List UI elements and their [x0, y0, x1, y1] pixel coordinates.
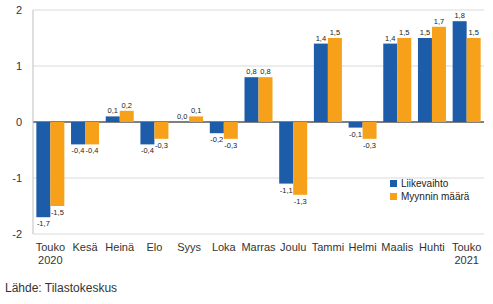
data-label: 1,7: [434, 17, 444, 26]
data-label: 1,4: [316, 34, 326, 43]
x-tick-label: Syys: [177, 241, 201, 253]
x-tick-label-line: 2021: [454, 254, 478, 266]
x-tick-label-line: Tammi: [312, 241, 344, 253]
data-label: 0,0: [177, 112, 187, 121]
bar: [397, 38, 411, 122]
bar: [71, 122, 85, 144]
bar: [349, 122, 363, 128]
grid-line: [33, 66, 484, 67]
x-tick-label: Maalis: [381, 241, 413, 253]
data-label: 1,5: [420, 28, 430, 37]
x-tick-label: Touko2020: [36, 241, 65, 266]
x-tick-label-line: Elo: [146, 241, 162, 253]
grid-line: [33, 234, 484, 235]
data-label: 1,4: [385, 34, 395, 43]
data-labels: -1,7 -0,4 0,1 -0,4 0,0 -0,2 0,8 -1,1 1,4 -0,1 1,4 1…: [37, 11, 479, 228]
bar: [210, 122, 224, 133]
data-label: 1,5: [330, 28, 340, 37]
x-tick-label-line: Marras: [241, 241, 276, 253]
y-axis-line: [33, 10, 34, 234]
bar: [120, 111, 134, 122]
legend-swatch: [390, 180, 397, 187]
y-tick-label: 2: [16, 4, 22, 16]
source: Lähde: Tilastokeskus: [5, 281, 117, 295]
bar: [106, 116, 120, 122]
data-label: -0,4: [72, 146, 85, 155]
x-tick-label-line: Syys: [177, 241, 201, 253]
x-tick-label-line: 2020: [38, 254, 62, 266]
bar: [50, 122, 64, 206]
data-label: 1,8: [454, 11, 464, 20]
data-label: 0,8: [260, 67, 270, 76]
data-label: 0,2: [122, 101, 132, 110]
bar: [175, 122, 189, 123]
background: [0, 0, 493, 304]
data-label: -0,3: [363, 141, 376, 150]
y-tick-label: -2: [12, 228, 22, 240]
data-label: -1,5: [51, 208, 64, 217]
x-tick-label: Helmi: [349, 241, 377, 253]
x-tick-label: Joulu: [280, 241, 306, 253]
y-tick-label: 0: [16, 116, 22, 128]
data-label: 1,5: [468, 28, 478, 37]
bar: [259, 77, 273, 122]
bar: [36, 122, 50, 217]
x-tick-label: Touko2021: [452, 241, 481, 266]
bar: [418, 38, 432, 122]
x-tick-label: Elo: [146, 241, 162, 253]
bar: [224, 122, 238, 139]
data-label: 0,1: [191, 106, 201, 115]
bar: [140, 122, 154, 144]
x-tick-label: Marras: [241, 241, 276, 253]
data-label: -0,3: [224, 141, 237, 150]
bar: [467, 38, 481, 122]
x-tick-label: Huhti: [419, 241, 445, 253]
bar: [363, 122, 377, 139]
bar: [383, 44, 397, 122]
data-label: -1,3: [294, 197, 307, 206]
legend-label: Myynnin määrä: [401, 191, 470, 202]
data-label: -0,4: [86, 146, 99, 155]
grid-line: [33, 10, 484, 11]
x-tick-label-line: Maalis: [381, 241, 413, 253]
data-label: 0,8: [246, 67, 256, 76]
bar: [328, 38, 342, 122]
bar: [85, 122, 99, 144]
bar: [245, 77, 259, 122]
x-tick-label-line: Joulu: [280, 241, 306, 253]
chart: -2-1012-1,7-0,40,1-0,40,0-0,20,8-1,11,4-…: [0, 0, 493, 304]
y-tick-label: 1: [16, 60, 22, 72]
x-tick-label-line: Touko: [452, 241, 481, 253]
data-label: -1,1: [280, 186, 293, 195]
x-tick-label: Heinä: [105, 241, 135, 253]
x-tick-label: Kesä: [72, 241, 98, 253]
bar: [432, 27, 446, 122]
y-tick-label: -1: [12, 172, 22, 184]
data-label: -0,2: [210, 135, 223, 144]
bar: [293, 122, 307, 195]
bar: [314, 44, 328, 122]
data-label: -0,3: [155, 141, 168, 150]
data-label: -0,4: [141, 146, 154, 155]
bar: [154, 122, 168, 139]
x-tick-label-line: Huhti: [419, 241, 445, 253]
legend-label: Liikevaihto: [401, 178, 449, 189]
data-label: -0,1: [349, 130, 362, 139]
bar: [279, 122, 293, 184]
legend: Liikevaihto Myynnin määrä: [390, 178, 470, 202]
data-label: 1,5: [399, 28, 409, 37]
data-label: 0,1: [108, 106, 118, 115]
x-tick-label-line: Touko: [36, 241, 65, 253]
bar: [189, 116, 203, 122]
data-label: -1,7: [37, 219, 50, 228]
legend-swatch: [390, 193, 397, 200]
x-tick-label: Loka: [212, 241, 237, 253]
x-tick-label-line: Loka: [212, 241, 237, 253]
x-tick-label-line: Heinä: [105, 241, 135, 253]
x-tick-label: Tammi: [312, 241, 344, 253]
x-tick-label-line: Helmi: [349, 241, 377, 253]
bar: [453, 21, 467, 122]
bars: [36, 21, 480, 217]
x-tick-label-line: Kesä: [72, 241, 98, 253]
